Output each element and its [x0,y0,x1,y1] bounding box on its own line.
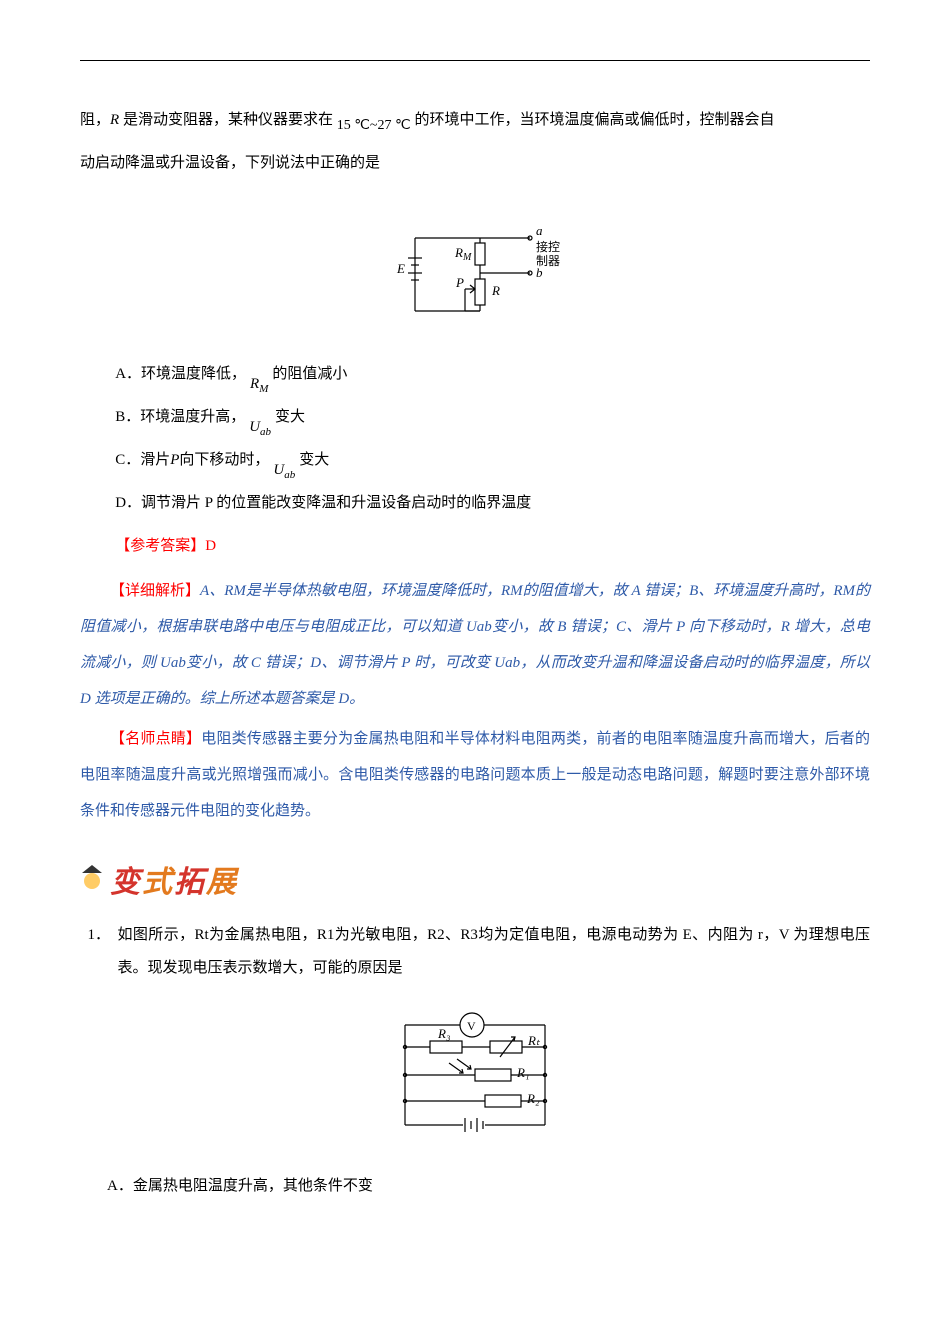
analysis-label: 【详细解析】 [110,583,200,599]
intro-paragraph: 阻，R 是滑动变阻器，某种仪器要求在 15 ℃~27 ℃ 的环境中工作，当环境温… [80,101,870,144]
scholar-icon [80,865,104,893]
banner-char: 变 [110,866,142,899]
answer-line: 【参考答案】D [115,530,870,563]
question-1: 1． 如图所示，Rt为金属热电阻，R1为光敏电阻，R2、R3均为定值电阻，电源电… [80,919,870,985]
intro-text: 动启动降温或升温设备，下列说法中正确的是 [80,155,380,171]
option-text: A．环境温度降低， [115,358,246,391]
svg-text:接控: 接控 [536,239,560,254]
banner-char: 拓 [174,866,206,899]
svg-text:Rₜ: Rₜ [527,1033,541,1048]
banner-text: 变式拓展 [110,857,238,901]
option-text: 的阻值减小 [272,358,347,391]
option-A: A．环境温度降低， RM 的阻值减小 [115,358,870,391]
var-R: R [110,112,119,128]
option-text: 向下移动时， [179,444,269,477]
answer-value: D [205,530,216,563]
svg-text:R₂: R₂ [526,1091,540,1106]
svg-text:a: a [536,223,543,238]
svg-text:E: E [396,261,405,276]
option-var: RM [250,377,268,395]
option-B: B．环境温度升高， Uab 变大 [115,401,870,434]
svg-text:V: V [467,1019,476,1033]
option-text: B．环境温度升高， [115,401,245,434]
option-var: Uab [273,463,295,481]
svg-text:R: R [491,283,500,298]
answer-label: 【参考答案】 [115,530,205,563]
option-text: 变大 [299,444,329,477]
intro-line2: 动启动降温或升温设备，下列说法中正确的是 [80,144,870,183]
svg-text:b: b [536,265,543,280]
svg-text:P: P [455,275,464,290]
tips-block: 【名师点睛】电阻类传感器主要分为金属热电阻和半导体材料电阻两类，前者的电阻率随温… [80,721,870,829]
tips-label: 【名师点睛】 [110,731,201,747]
question-number: 1． [88,919,111,985]
banner-char: 展 [206,866,238,899]
section-banner: 变式拓展 [80,857,870,901]
q1-option-A: A．金属热电阻温度升高，其他条件不变 [107,1170,870,1203]
temp-range: 15 ℃~27 ℃ [337,118,411,133]
option-D: D．调节滑片 P 的位置能改变降温和升温设备启动时的临界温度 [115,487,870,520]
option-text: D．调节滑片 P 的位置能改变降温和升温设备启动时的临界温度 [115,487,531,520]
circuit-diagram-1: E RM a 接控 制器 b R P [80,203,870,338]
svg-text:RM: RM [454,245,472,263]
svg-text:R₁: R₁ [516,1065,529,1080]
intro-text: 是滑动变阻器，某种仪器要求在 [119,112,337,128]
intro-text: 的环境中工作，当环境温度偏高或偏低时，控制器会自 [411,112,775,128]
header-rule [80,60,870,61]
intro-text: 阻， [80,112,110,128]
option-var: Uab [249,420,271,438]
option-text: 变大 [275,401,305,434]
option-C: C．滑片 P 向下移动时， Uab 变大 [115,444,870,477]
question-body: 如图所示，Rt为金属热电阻，R1为光敏电阻，R2、R3均为定值电阻，电源电动势为… [118,919,870,985]
banner-char: 式 [142,866,174,899]
analysis-text: A、RM是半导体热敏电阻，环境温度降低时，RM的阻值增大，故 A 错误；B、环境… [80,583,870,707]
options-list: A．环境温度降低， RM 的阻值减小 B．环境温度升高， Uab 变大 C．滑片… [115,358,870,563]
svg-text:R₃: R₃ [437,1026,450,1041]
option-text: A．金属热电阻温度升高，其他条件不变 [107,1178,373,1194]
analysis-block: 【详细解析】A、RM是半导体热敏电阻，环境温度降低时，RM的阻值增大，故 A 错… [80,573,870,717]
option-var: P [170,444,179,477]
circuit-diagram-2: V R₃ Rₜ R₁ R₂ [80,1005,870,1150]
option-text: C．滑片 [115,444,170,477]
